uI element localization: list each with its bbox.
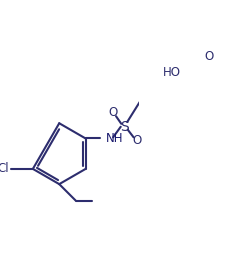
Text: NH: NH — [105, 132, 123, 145]
Text: HO: HO — [163, 66, 181, 80]
Text: S: S — [120, 120, 129, 134]
Text: O: O — [109, 106, 118, 119]
Text: O: O — [132, 134, 142, 147]
Text: O: O — [204, 50, 214, 63]
Text: Cl: Cl — [0, 162, 9, 176]
